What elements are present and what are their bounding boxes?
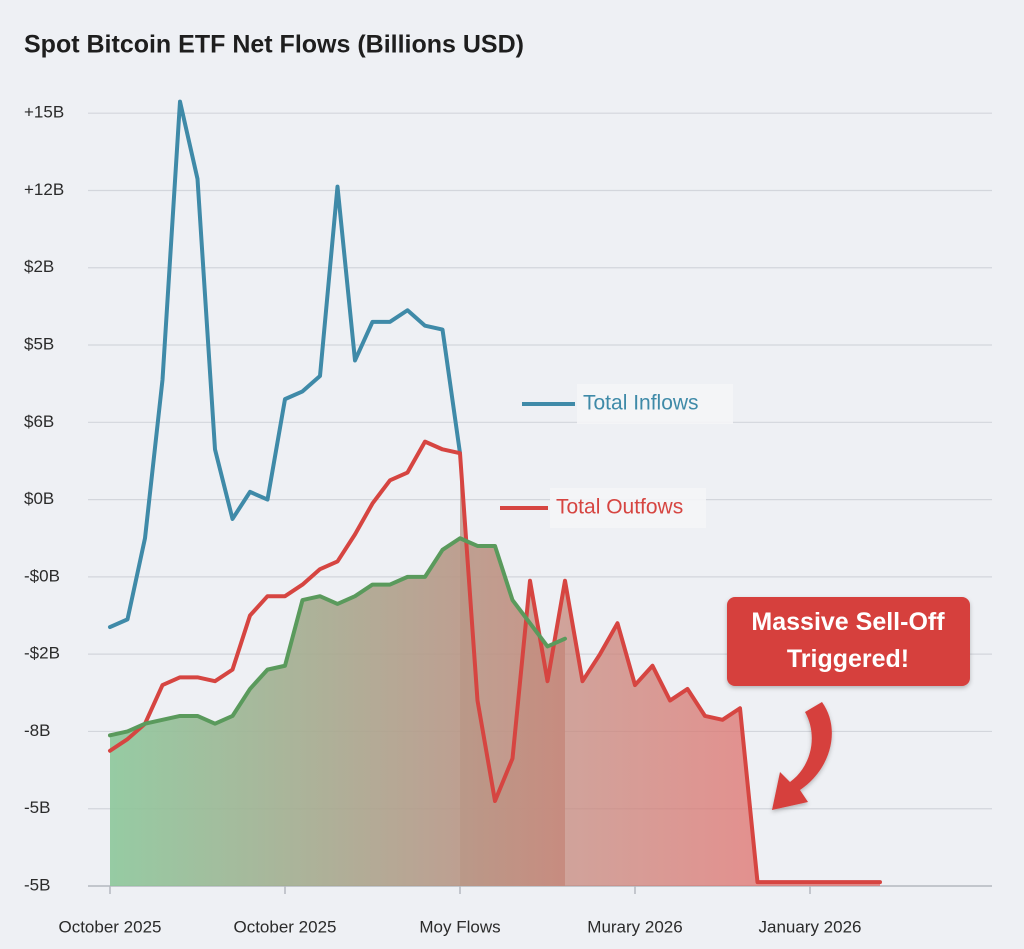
y-tick-label: +15B bbox=[24, 103, 64, 122]
x-tick-label: January 2026 bbox=[758, 917, 861, 936]
chart-title: Spot Bitcoin ETF Net Flows (Billions USD… bbox=[24, 31, 524, 59]
legend-bg bbox=[577, 384, 733, 424]
y-tick-label: -5B bbox=[24, 875, 50, 894]
y-tick-label: $5B bbox=[24, 335, 54, 354]
x-tick-label: October 2025 bbox=[233, 917, 336, 936]
series-line bbox=[108, 536, 567, 738]
y-tick-label: +12B bbox=[24, 180, 64, 199]
y-tick-label: -$0B bbox=[24, 566, 60, 585]
series-line bbox=[108, 99, 462, 630]
x-tick-label: October 2025 bbox=[58, 917, 161, 936]
outflow-area bbox=[460, 453, 880, 886]
y-tick-label: $6B bbox=[24, 412, 54, 431]
annotation-box bbox=[727, 597, 970, 686]
annotation-text: Massive Sell-Off Triggered! bbox=[751, 608, 945, 673]
annotation-arrow bbox=[772, 702, 832, 810]
y-tick-label: -8B bbox=[24, 721, 50, 740]
legend-label: Total Outfows bbox=[556, 496, 683, 519]
net-area bbox=[110, 538, 565, 886]
y-tick-label: $2B bbox=[24, 257, 54, 276]
annotation-line: Triggered! bbox=[787, 645, 909, 673]
legend-label: Total Inflows bbox=[583, 392, 699, 415]
x-tick-label: Moy Flows bbox=[419, 917, 500, 936]
y-tick-label: -5B bbox=[24, 798, 50, 817]
x-tick-label: Murary 2026 bbox=[587, 917, 682, 936]
y-tick-label: -$2B bbox=[24, 644, 60, 663]
y-tick-label: $0B bbox=[24, 489, 54, 508]
annotation-line: Massive Sell-Off bbox=[751, 608, 945, 636]
series-line bbox=[108, 439, 882, 885]
legend-bg bbox=[550, 488, 706, 528]
